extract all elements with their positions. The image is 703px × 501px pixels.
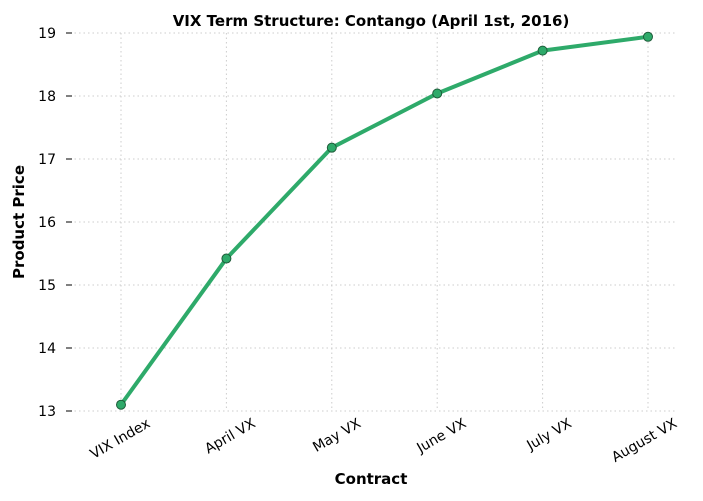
x-axis: VIX Index April VX May VX June VX July VX Aug… (88, 415, 681, 465)
series-layer (116, 31, 653, 410)
y-axis-label: Product Price (10, 165, 28, 279)
y-tick-label: 14 (38, 341, 56, 357)
y-tick-label: 18 (38, 89, 56, 105)
data-point (221, 253, 232, 264)
data-point (643, 31, 653, 42)
data-point (116, 399, 126, 410)
series-line (119, 34, 650, 407)
x-tick-label: May VX (310, 415, 364, 455)
y-tick-label: 13 (38, 404, 56, 420)
x-tick-label: VIX Index (88, 416, 153, 463)
y-tick-label: 19 (38, 26, 56, 42)
chart-title: VIX Term Structure: Contango (April 1st,… (173, 12, 570, 30)
grid (70, 32, 676, 412)
data-point (326, 142, 337, 153)
y-tick-label: 16 (38, 215, 56, 231)
x-tick-label: August VX (609, 415, 680, 465)
x-axis-label: Contract (335, 470, 408, 488)
x-tick-label: April VX (202, 415, 259, 457)
data-point (432, 88, 443, 99)
y-tick-label: 17 (38, 152, 56, 168)
x-tick-label: June VX (413, 415, 469, 457)
y-axis: 13 14 15 16 17 18 19 (38, 26, 72, 420)
data-point (537, 45, 548, 56)
y-tick-label: 15 (38, 278, 56, 294)
x-tick-label: July VX (523, 415, 574, 454)
